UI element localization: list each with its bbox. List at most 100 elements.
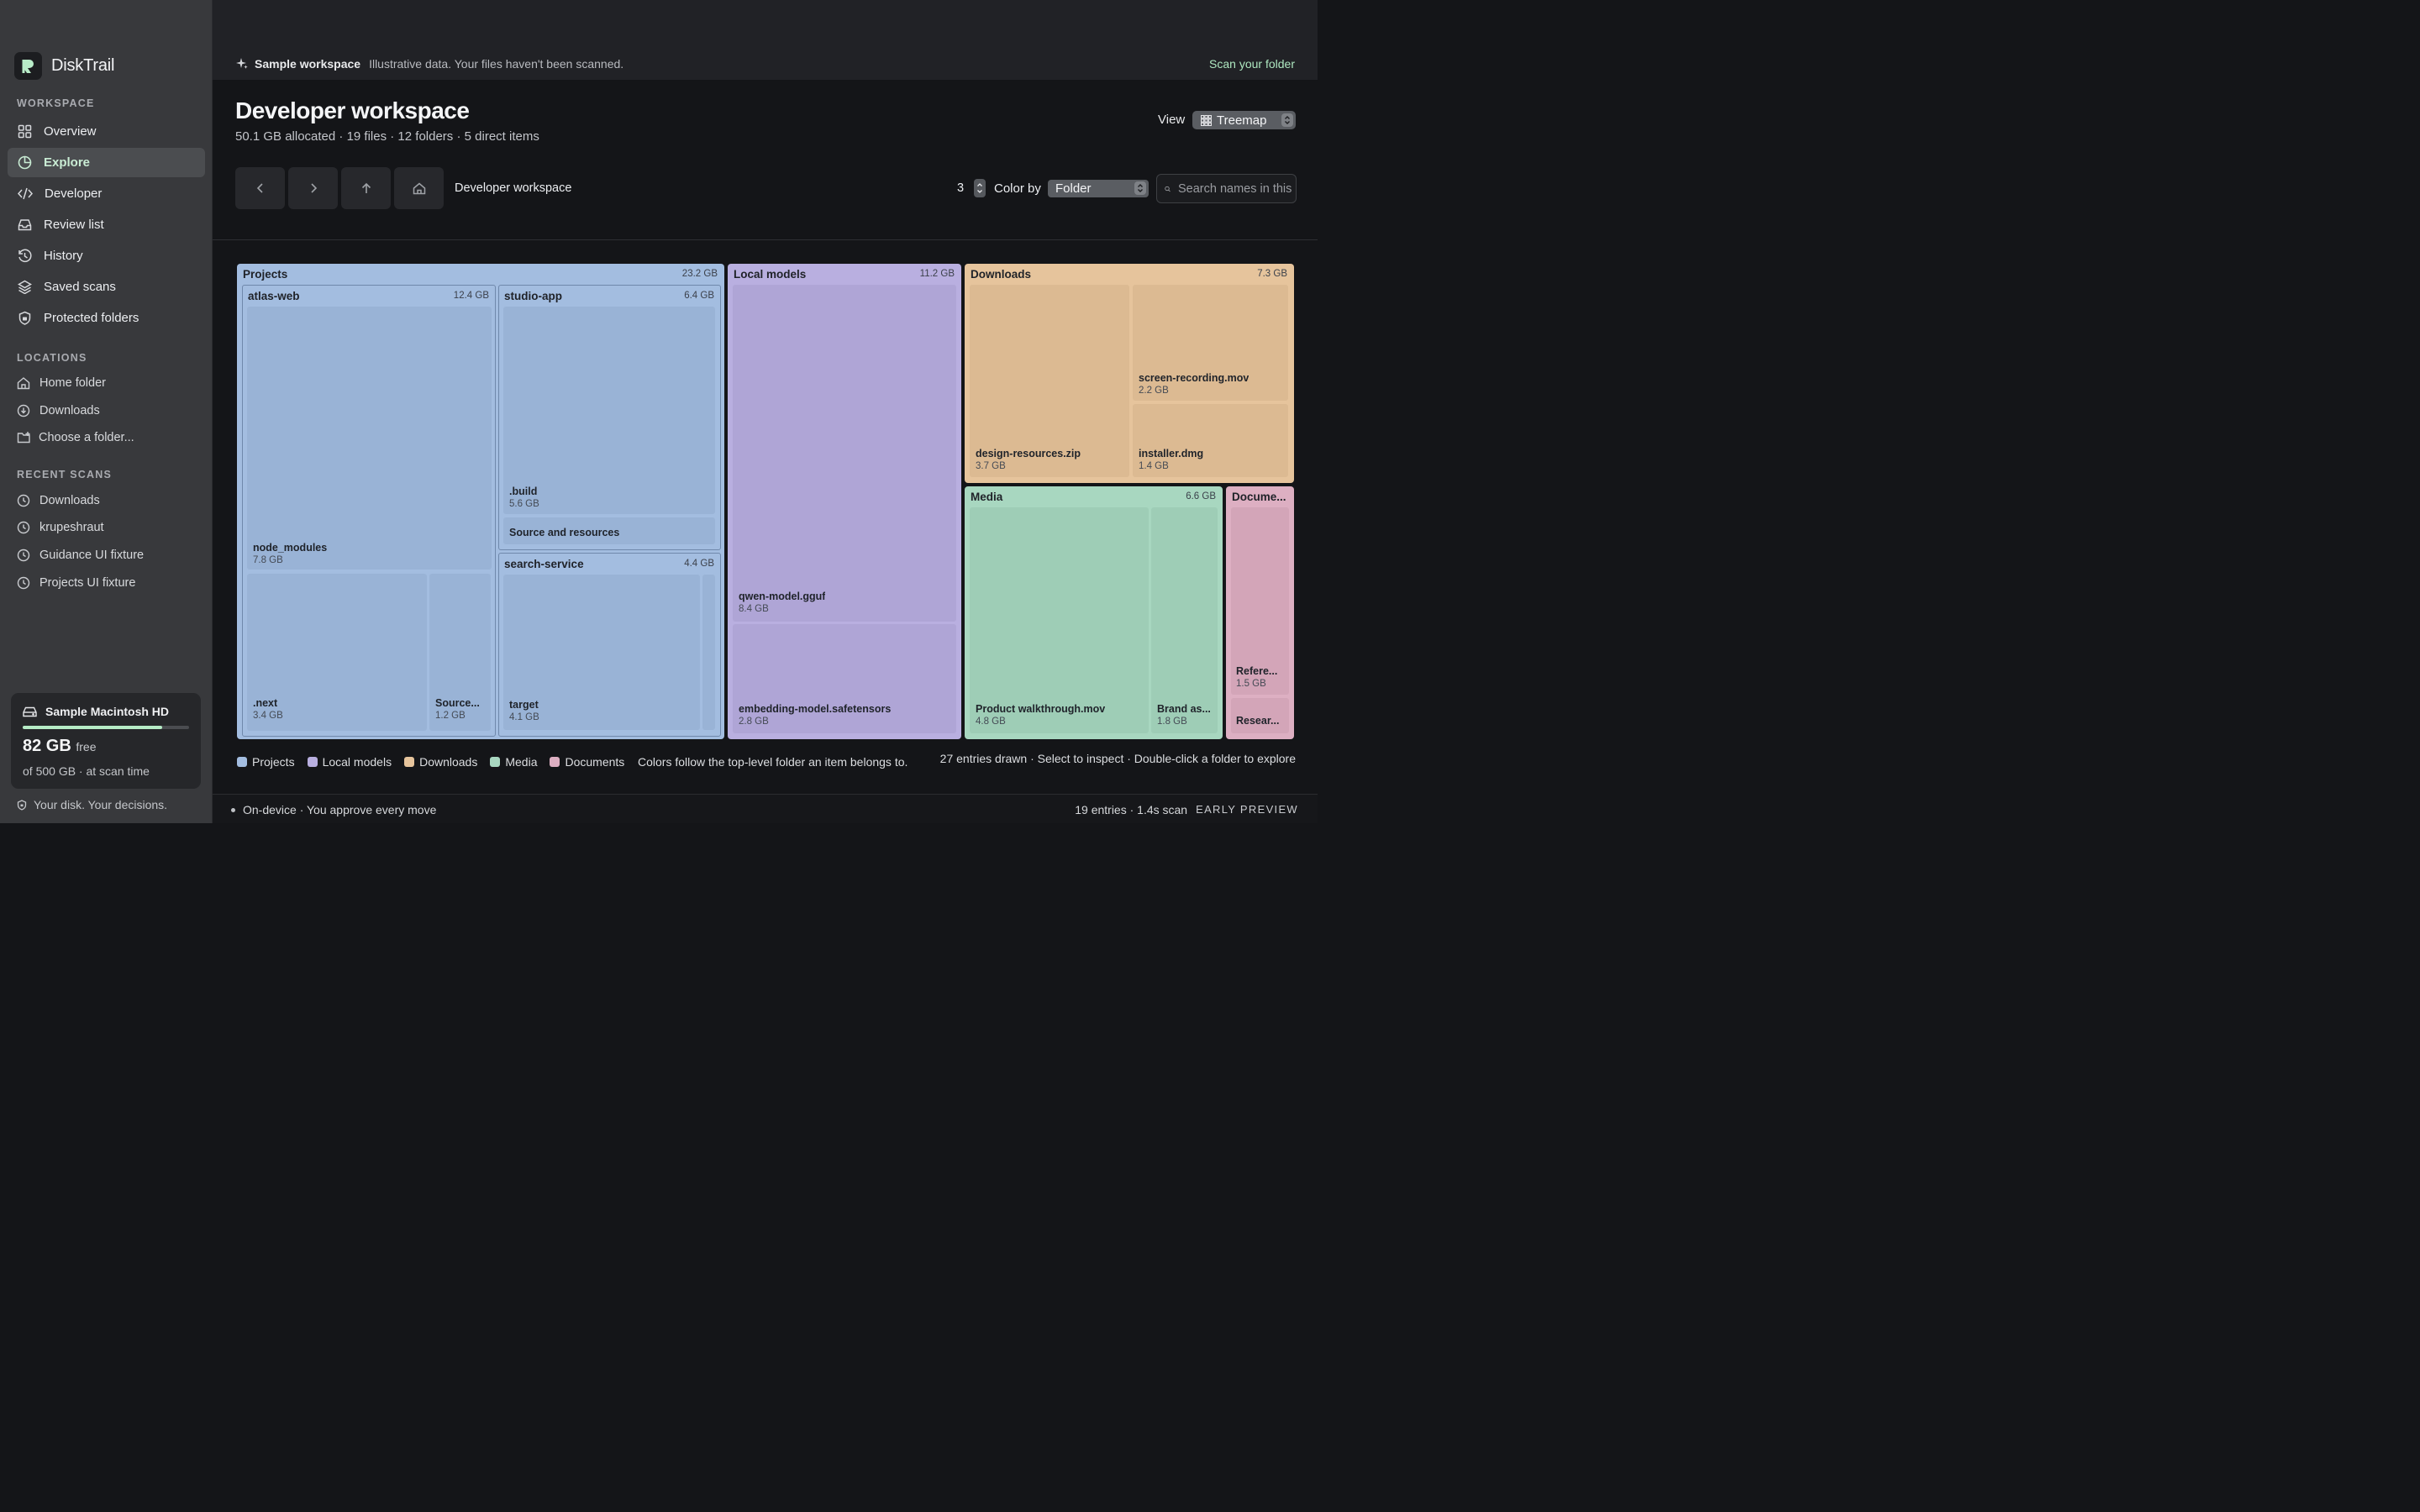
treemap-item-build[interactable]: .build 5.6 GB bbox=[503, 307, 715, 514]
clock-icon bbox=[17, 576, 30, 590]
color-by-select[interactable]: Folder bbox=[1048, 180, 1149, 197]
folder-size: 6.4 GB bbox=[684, 291, 714, 301]
location-downloads[interactable]: Downloads bbox=[8, 398, 205, 423]
home-button[interactable] bbox=[394, 167, 444, 209]
home-icon bbox=[17, 377, 30, 390]
treemap-folder-atlas-web[interactable]: atlas-web 12.4 GB node_modules 7.8 GB .n… bbox=[242, 285, 496, 737]
treemap-item-source[interactable]: Source... 1.2 GB bbox=[429, 574, 491, 731]
group-size: 23.2 GB bbox=[681, 269, 718, 279]
recent-scan-krupeshraut[interactable]: krupeshraut bbox=[8, 515, 205, 540]
divider bbox=[213, 239, 1318, 240]
sidebar-item-overview[interactable]: Overview bbox=[8, 117, 205, 146]
treemap-group-media[interactable]: Media 6.6 GB Product walkthrough.mov 4.8… bbox=[965, 486, 1223, 739]
treemap-item-small[interactable] bbox=[702, 575, 715, 730]
treemap-folder-search-service[interactable]: search-service 4.4 GB target 4.1 GB bbox=[498, 553, 721, 737]
tagline: Your disk. Your decisions. bbox=[17, 798, 167, 811]
item-name: Resear... bbox=[1236, 715, 1280, 727]
treemap-item-next[interactable]: .next 3.4 GB bbox=[247, 574, 427, 731]
group-label: Media bbox=[971, 491, 1003, 503]
code-icon bbox=[18, 187, 33, 200]
group-size: 6.6 GB bbox=[1186, 491, 1216, 501]
treemap-item-target[interactable]: target 4.1 GB bbox=[503, 575, 700, 730]
item-name: Refere... bbox=[1236, 665, 1278, 677]
item-size: 3.4 GB bbox=[253, 711, 283, 721]
treemap-item-research[interactable]: Resear... bbox=[1231, 698, 1289, 733]
item-size: 2.2 GB bbox=[1139, 386, 1169, 396]
banner-row: Sample workspace Illustrative data. Your… bbox=[236, 57, 623, 71]
folder-plus-icon bbox=[17, 432, 30, 444]
location-label: Downloads bbox=[39, 404, 100, 417]
status-dot-icon bbox=[231, 807, 235, 812]
recent-scan-guidance-ui-fixture[interactable]: Guidance UI fixture bbox=[8, 543, 205, 568]
chevron-right-icon bbox=[310, 183, 317, 193]
recent-scan-projects-ui-fixture[interactable]: Projects UI fixture bbox=[8, 570, 205, 596]
treemap-item-source-and-resources[interactable]: Source and resources bbox=[503, 517, 715, 544]
group-size: 11.2 GB bbox=[919, 269, 955, 279]
shield-icon bbox=[18, 311, 31, 325]
search-input[interactable] bbox=[1178, 181, 1296, 196]
location-home-folder[interactable]: Home folder bbox=[8, 370, 205, 396]
location-choose-folder[interactable]: Choose a folder... bbox=[8, 425, 205, 450]
status-bar: On-device · You approve every move 19 en… bbox=[213, 794, 1318, 823]
disk-free-value: 82 GB bbox=[23, 737, 71, 755]
sidebar-item-review-list[interactable]: Review list bbox=[8, 210, 205, 239]
legend-label: Documents bbox=[565, 755, 625, 769]
recent-scan-label: Downloads bbox=[39, 494, 100, 507]
sidebar-item-history[interactable]: History bbox=[8, 241, 205, 270]
inbox-icon bbox=[18, 219, 32, 231]
treemap-item-qwen-model[interactable]: qwen-model.gguf 8.4 GB bbox=[733, 285, 956, 622]
legend-label: Media bbox=[505, 755, 538, 769]
disk-usage-card[interactable]: Sample Macintosh HD 82 GB free of 500 GB… bbox=[11, 693, 201, 789]
item-name: Product walkthrough.mov bbox=[976, 703, 1106, 715]
sidebar-item-protected-folders[interactable]: Protected folders bbox=[8, 303, 205, 333]
app-name: DiskTrail bbox=[51, 56, 115, 75]
item-size: 4.1 GB bbox=[509, 712, 539, 722]
view-select[interactable]: Treemap bbox=[1192, 111, 1296, 129]
depth-stepper[interactable] bbox=[974, 179, 986, 197]
sample-banner: Sample workspace Illustrative data. Your… bbox=[213, 0, 1318, 80]
back-button[interactable] bbox=[235, 167, 285, 209]
item-name: screen-recording.mov bbox=[1139, 372, 1249, 384]
arrow-up-icon bbox=[361, 182, 371, 193]
legend-item-downloads: Downloads bbox=[404, 755, 477, 769]
treemap-group-projects[interactable]: Projects 23.2 GB atlas-web 12.4 GB node_… bbox=[237, 264, 724, 739]
up-button[interactable] bbox=[341, 167, 391, 209]
treemap-group-local-models[interactable]: Local models 11.2 GB qwen-model.gguf 8.4… bbox=[728, 264, 961, 739]
treemap-item-embedding-model[interactable]: embedding-model.safetensors 2.8 GB bbox=[733, 624, 956, 733]
treemap-group-downloads[interactable]: Downloads 7.3 GB design-resources.zip 3.… bbox=[965, 264, 1294, 483]
sidebar-item-label: Saved scans bbox=[44, 280, 116, 294]
item-name: qwen-model.gguf bbox=[739, 591, 826, 602]
brand[interactable]: DiskTrail bbox=[14, 52, 114, 80]
treemap-item-design-resources[interactable]: design-resources.zip 3.7 GB bbox=[970, 285, 1129, 477]
search-box[interactable] bbox=[1156, 174, 1297, 203]
recent-scan-downloads[interactable]: Downloads bbox=[8, 488, 205, 513]
sidebar-item-explore[interactable]: Explore bbox=[8, 148, 205, 177]
sidebar-item-saved-scans[interactable]: Saved scans bbox=[8, 272, 205, 302]
legend-label: Projects bbox=[252, 755, 295, 769]
item-name: design-resources.zip bbox=[976, 448, 1081, 459]
treemap-item-reference[interactable]: Refere... 1.5 GB bbox=[1231, 507, 1289, 695]
forward-button[interactable] bbox=[288, 167, 338, 209]
disk-capacity: of 500 GB · at scan time bbox=[23, 764, 150, 778]
recent-scans-section-label: RECENT SCANS bbox=[17, 469, 113, 480]
treemap-group-documents[interactable]: Docume... Refere... 1.5 GB Resear... bbox=[1226, 486, 1294, 739]
legend-swatch bbox=[307, 757, 318, 767]
clock-icon bbox=[17, 494, 30, 507]
treemap-item-product-walkthrough[interactable]: Product walkthrough.mov 4.8 GB bbox=[970, 507, 1149, 733]
legend-swatch bbox=[404, 757, 415, 767]
sidebar-item-developer[interactable]: Developer bbox=[8, 179, 205, 208]
item-size: 8.4 GB bbox=[739, 604, 769, 614]
history-icon bbox=[18, 249, 32, 263]
treemap-item-installer[interactable]: installer.dmg 1.4 GB bbox=[1133, 404, 1288, 477]
treemap-item-brand-assets[interactable]: Brand as... 1.8 GB bbox=[1151, 507, 1218, 733]
depth-value[interactable]: 3 bbox=[957, 181, 965, 195]
treemap-item-screen-recording[interactable]: screen-recording.mov 2.2 GB bbox=[1133, 285, 1288, 401]
treemap-folder-studio-app[interactable]: studio-app 6.4 GB .build 5.6 GB Source a… bbox=[498, 285, 721, 550]
treemap-item-node-modules[interactable]: node_modules 7.8 GB bbox=[247, 307, 492, 570]
early-preview-badge: EARLY PREVIEW bbox=[1196, 803, 1298, 816]
item-size: 7.8 GB bbox=[253, 555, 283, 565]
status-right-text: 19 entries · 1.4s scan bbox=[1075, 803, 1188, 816]
item-name: embedding-model.safetensors bbox=[739, 703, 892, 715]
disk-free: 82 GB free bbox=[23, 737, 97, 756]
scan-your-folder-link[interactable]: Scan your folder bbox=[1209, 57, 1295, 71]
